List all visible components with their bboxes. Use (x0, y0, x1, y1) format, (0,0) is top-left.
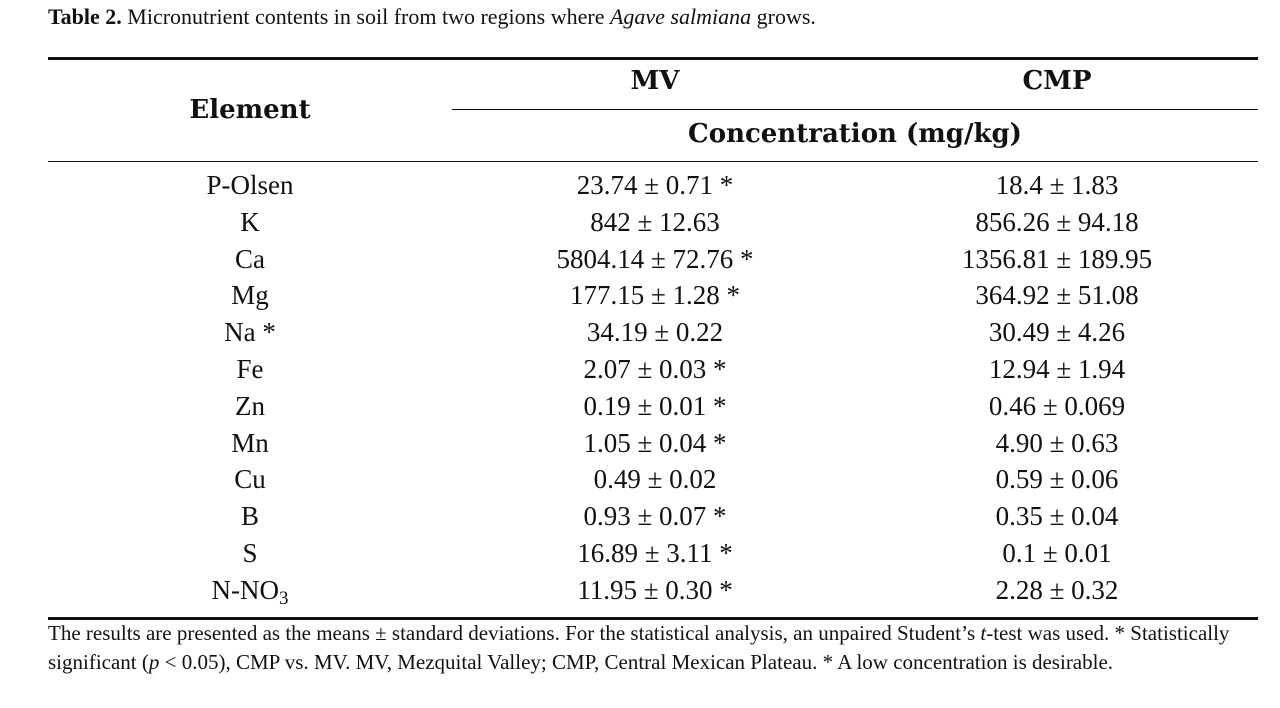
table-row: S 16.89 ± 3.11 * 0.1 ± 0.01 (48, 538, 1258, 574)
cell-cmp: 12.94 ± 1.94 (988, 354, 1126, 384)
element-subscript: 3 (279, 587, 289, 609)
element-name: K (240, 206, 260, 237)
footnote-t: t (980, 621, 987, 645)
table-row: N-NO3 11.95 ± 0.30 * 2.28 ± 0.32 (48, 575, 1258, 611)
caption-species: Agave salmiana (609, 4, 752, 29)
table-row: Mn 1.05 ± 0.04 * 4.90 ± 0.63 (48, 428, 1258, 464)
header-mv: MV (630, 66, 680, 96)
cell-mv: 34.19 ± 0.22 (586, 317, 724, 348)
table-row: Ca 5804.14 ± 72.76 * 1356.81 ± 189.95 (48, 244, 1258, 280)
cell-cmp: 2.28 ± 0.32 (995, 574, 1119, 605)
header-unit: Concentration (mg/kg) (688, 119, 1022, 149)
cell-element: N-NO3 (212, 575, 289, 610)
caption-text-end: grows. (751, 4, 816, 29)
footnote-text: -test was used. * Statistically signific… (48, 621, 1230, 674)
cell-mv: 5804.14 ± 72.76 * (556, 243, 754, 274)
cell-cmp: 1356.81 ± 189.95 (961, 243, 1153, 274)
cell-mv: 1.05 ± 0.04 * (583, 427, 727, 458)
cell-element: S (242, 538, 257, 569)
cell-element: Mg (231, 280, 269, 311)
element-name: P-Olsen (206, 170, 294, 200)
table-row: Na * 34.19 ± 0.22 30.49 ± 4.26 (48, 317, 1258, 353)
cell-mv: 16.89 ± 3.11 * (577, 538, 733, 568)
cell-cmp: 364.92 ± 51.08 (975, 280, 1139, 311)
table-row: B 0.93 ± 0.07 * 0.35 ± 0.04 (48, 501, 1258, 537)
cell-mv: 2.07 ± 0.03 * (583, 354, 727, 384)
header-element: Element (189, 95, 311, 125)
table-caption: Table 2. Micronutrient contents in soil … (48, 4, 816, 30)
top-rule (48, 57, 1258, 60)
element-name: B (240, 501, 260, 532)
cell-mv: 0.49 ± 0.02 (593, 464, 717, 495)
cell-cmp: 0.1 ± 0.01 (1002, 538, 1112, 568)
cell-element: Na * (224, 317, 276, 348)
footnote-text: < 0.05), CMP vs. MV. MV, Mezquital Valle… (159, 650, 1114, 674)
cell-mv: 177.15 ± 1.28 * (569, 280, 741, 311)
table-footnote: The results are presented as the means ±… (48, 619, 1263, 677)
cell-element: Zn (235, 391, 265, 422)
cell-cmp: 0.59 ± 0.06 (995, 464, 1119, 495)
cell-element: Ca (235, 244, 265, 275)
header-rule (48, 161, 1258, 162)
table-row: Zn 0.19 ± 0.01 * 0.46 ± 0.069 (48, 391, 1258, 427)
cell-cmp: 4.90 ± 0.63 (995, 427, 1119, 458)
cell-mv: 0.93 ± 0.07 * (583, 501, 727, 532)
cell-mv: 23.74 ± 0.71 * (576, 170, 734, 200)
cell-element: B (241, 501, 259, 532)
element-name: Ca (235, 243, 265, 274)
table-row: P-Olsen 23.74 ± 0.71 * 18.4 ± 1.83 (48, 170, 1258, 206)
cell-mv: 842 ± 12.63 (590, 206, 720, 237)
cell-cmp: 856.26 ± 94.18 (975, 206, 1139, 237)
element-name: Fe (236, 354, 264, 384)
table-row: Fe 2.07 ± 0.03 * 12.94 ± 1.94 (48, 354, 1258, 390)
element-name: Mg (231, 280, 269, 311)
cell-element: P-Olsen (207, 170, 294, 201)
cell-mv: 0.19 ± 0.01 * (583, 390, 727, 421)
element-name: S (242, 538, 258, 568)
cell-element: Mn (231, 428, 269, 459)
cell-element: K (240, 207, 260, 238)
table-label: Table 2. (48, 4, 122, 29)
cell-element: Fe (237, 354, 264, 385)
bottom-rule (48, 617, 1258, 620)
caption-text: Micronutrient contents in soil from two … (121, 4, 610, 29)
cell-cmp: 30.49 ± 4.26 (988, 317, 1126, 348)
footnote-text: The results are presented as the means ±… (48, 621, 981, 645)
cell-mv: 11.95 ± 0.30 * (577, 574, 733, 605)
table-row: K 842 ± 12.63 856.26 ± 94.18 (48, 207, 1258, 243)
footnote-p: p (148, 650, 160, 674)
element-name: Cu (234, 464, 266, 495)
table-row: Mg 177.15 ± 1.28 * 364.92 ± 51.08 (48, 280, 1258, 316)
header-sub-rule (452, 109, 1258, 110)
cell-cmp: 0.35 ± 0.04 (995, 501, 1119, 532)
table-row: Cu 0.49 ± 0.02 0.59 ± 0.06 (48, 464, 1258, 500)
element-name: Na * (224, 317, 276, 348)
element-name: Zn (235, 390, 265, 421)
cell-cmp: 0.46 ± 0.069 (988, 390, 1126, 421)
element-name: Mn (231, 427, 269, 458)
element-name: N-NO (211, 574, 280, 605)
cell-cmp: 18.4 ± 1.83 (995, 170, 1119, 200)
cell-element: Cu (234, 464, 266, 495)
header-cmp: CMP (1022, 66, 1092, 96)
